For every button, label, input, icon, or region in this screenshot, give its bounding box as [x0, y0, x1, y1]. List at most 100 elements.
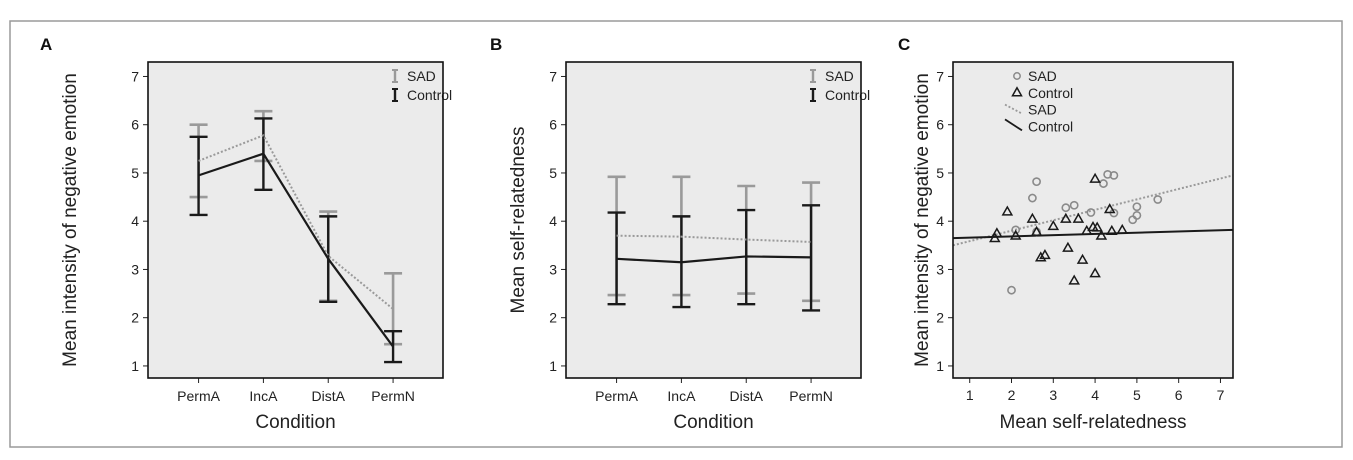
- y-tick-label: 4: [131, 213, 139, 229]
- data-point-control: [1076, 253, 1089, 264]
- panel-label: B: [490, 35, 502, 54]
- x-tick-label: PermA: [595, 388, 638, 404]
- panel-label: C: [898, 35, 910, 54]
- data-point-control: [1106, 224, 1118, 235]
- error-bar: [802, 204, 821, 312]
- legend-swatch-triangle: [1011, 86, 1023, 97]
- legend: SAD Control: [810, 68, 870, 103]
- x-tick-label: PermN: [789, 388, 833, 404]
- x-axis-label: Mean self-relatedness: [1000, 412, 1187, 433]
- data-point-sad: [1011, 225, 1021, 235]
- y-tick-label: 1: [936, 358, 944, 374]
- data-point-control: [988, 232, 1001, 243]
- data-point-control: [1072, 212, 1085, 223]
- x-tick-label: IncA: [667, 388, 696, 404]
- legend-swatch-circle: [1013, 72, 1021, 80]
- x-axis-label: Condition: [255, 412, 335, 433]
- data-point-sad: [1007, 285, 1016, 295]
- y-tick-label: 2: [549, 310, 557, 326]
- y-tick-label: 3: [936, 261, 944, 277]
- plot-area: [566, 62, 861, 378]
- legend-label: SAD: [407, 68, 436, 84]
- y-tick-label: 4: [936, 213, 944, 229]
- data-point-control: [1068, 274, 1080, 285]
- chart-panel-a: A 1 2 3 4 5 6 7 PermA IncA DistA PermN Condition Mean…: [40, 35, 452, 433]
- plot-frame: [952, 61, 1234, 379]
- x-tick-label: DistA: [312, 388, 346, 404]
- y-tick-label: 2: [936, 310, 944, 326]
- data-point-control: [1047, 220, 1060, 231]
- legend-label: Control: [825, 87, 870, 103]
- data-point-sad: [1153, 195, 1163, 204]
- data-point-control: [1026, 212, 1039, 223]
- y-tick-label: 1: [549, 358, 557, 374]
- data-point-sad: [1109, 170, 1119, 180]
- x-tick-label: PermA: [177, 388, 220, 404]
- y-tick-label: 4: [549, 213, 557, 229]
- x-tick-label: 7: [1217, 387, 1225, 403]
- y-tick-label: 5: [936, 165, 944, 181]
- data-point-sad: [1061, 203, 1071, 213]
- data-point-control: [1060, 212, 1072, 223]
- data-point-sad: [1099, 179, 1108, 188]
- series-line-control: [198, 152, 394, 348]
- legend-label: SAD: [1028, 102, 1057, 118]
- data-point-control: [1116, 223, 1129, 235]
- x-tick-label: IncA: [249, 388, 278, 404]
- data-point-control: [1091, 221, 1103, 232]
- legend-label: Control: [1028, 118, 1073, 134]
- y-axis-label: Mean self-relatedness: [508, 127, 529, 314]
- legend-label: Control: [1028, 85, 1073, 101]
- data-point-control: [1009, 229, 1022, 240]
- legend-label: SAD: [1028, 68, 1057, 84]
- legend-swatch-solid: [1004, 118, 1023, 132]
- plot-area: [953, 62, 1233, 378]
- error-bar: [607, 211, 626, 306]
- data-point-sad: [1132, 211, 1142, 220]
- data-point-sad: [1086, 208, 1096, 217]
- x-tick-label: PermN: [371, 388, 415, 404]
- y-axis-label: Mean intensity of negative emotion: [60, 73, 81, 367]
- data-point-control: [1034, 251, 1047, 262]
- y-tick-label: 5: [131, 165, 139, 181]
- x-tick-label: 2: [1008, 387, 1016, 403]
- data-point-sad: [1103, 170, 1113, 179]
- x-tick-label: 1: [966, 387, 974, 403]
- plot-frame: [147, 61, 444, 379]
- y-axis-label: Mean intensity of negative emotion: [912, 73, 933, 367]
- data-point-control: [1001, 205, 1014, 216]
- data-point-control: [1103, 203, 1116, 214]
- error-bar: [189, 135, 208, 217]
- data-point-control: [1039, 248, 1051, 260]
- data-point-control: [1030, 225, 1043, 236]
- y-tick-label: 3: [549, 261, 557, 277]
- data-point-control: [1062, 241, 1074, 252]
- x-axis-label: Condition: [673, 412, 753, 433]
- chart-panel-b: B 1 2 3 4 5 6 7 PermA IncA DistA PermN Condition Mean…: [490, 35, 870, 433]
- data-point-sad: [1032, 177, 1041, 187]
- y-tick-label: 3: [131, 261, 139, 277]
- series-line-sad: [198, 134, 394, 310]
- y-tick-label: 6: [131, 117, 139, 133]
- y-tick-label: 6: [549, 117, 557, 133]
- data-point-control: [1089, 267, 1101, 278]
- data-point-control: [1089, 172, 1101, 183]
- y-tick-label: 5: [549, 165, 557, 181]
- x-tick-label: DistA: [730, 388, 764, 404]
- y-tick-label: 1: [131, 358, 139, 374]
- panel-label: A: [40, 35, 52, 54]
- legend-label: SAD: [825, 68, 854, 84]
- legend-swatch-dotted: [1004, 103, 1023, 115]
- legend: SAD Control: [392, 68, 452, 103]
- x-tick-label: 3: [1049, 387, 1057, 403]
- x-tick-label: 5: [1133, 387, 1141, 403]
- y-tick-label: 7: [549, 68, 557, 84]
- plot-frame: [565, 61, 862, 379]
- data-point-sad: [1132, 202, 1142, 212]
- series-line-control: [616, 255, 812, 264]
- x-tick-label: 6: [1175, 387, 1183, 403]
- data-point-control: [1095, 229, 1108, 240]
